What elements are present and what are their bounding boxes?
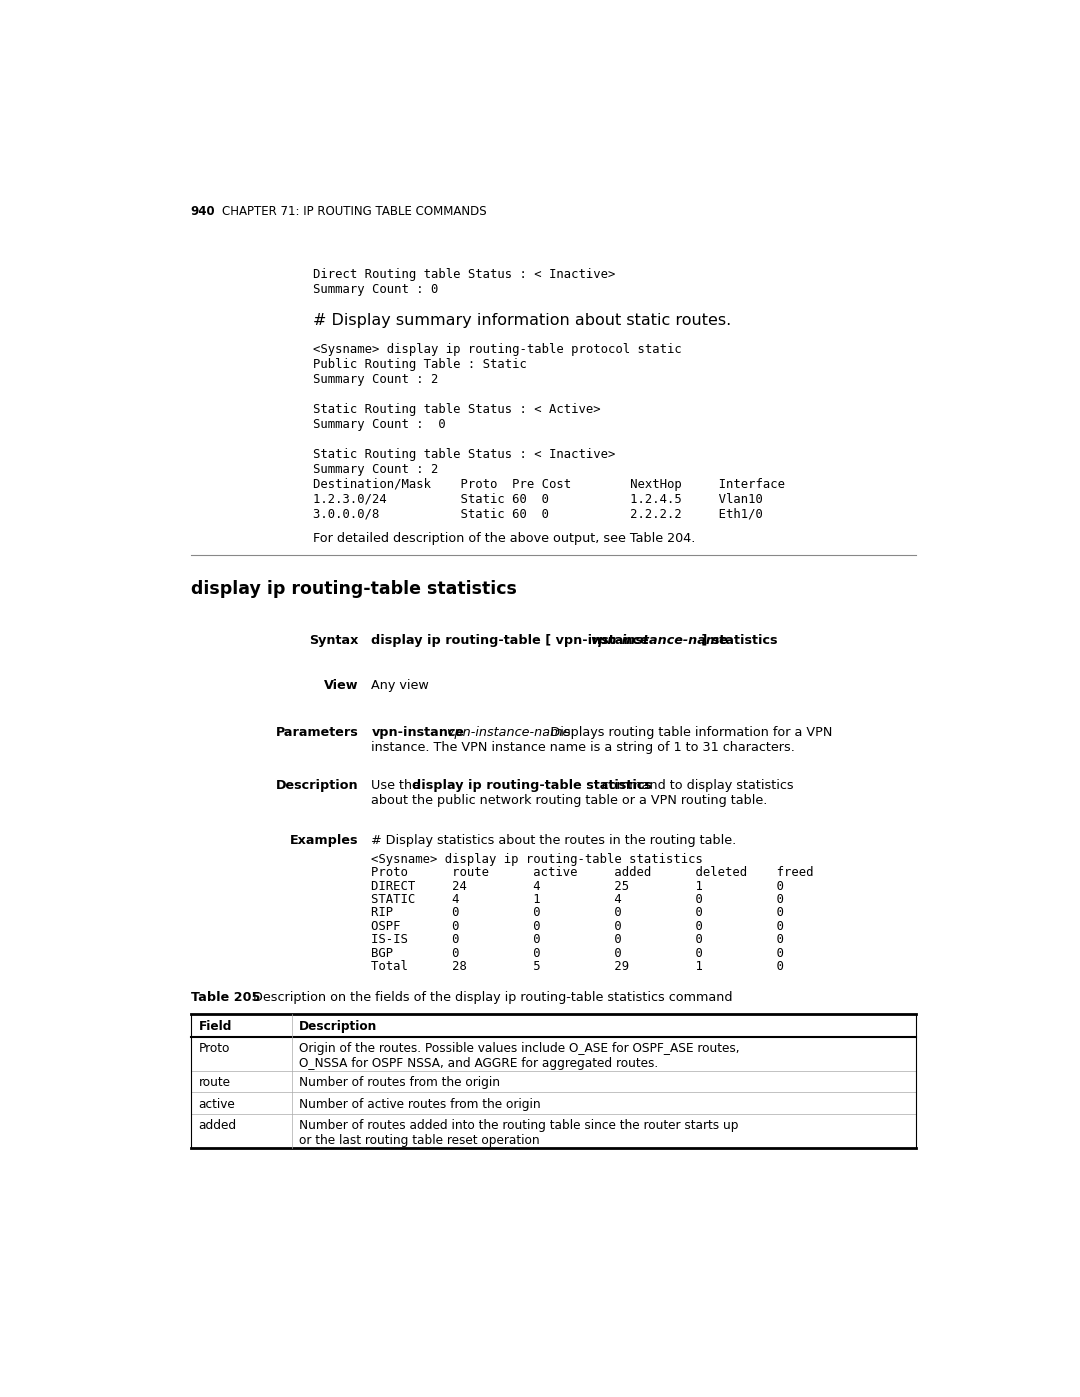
Text: ] statistics: ] statistics [697,634,778,647]
Text: <Sysname> display ip routing-table statistics: <Sysname> display ip routing-table stati… [372,852,703,866]
Text: display ip routing-table statistics: display ip routing-table statistics [413,778,652,792]
Text: Description: Description [299,1020,378,1032]
Text: Public Routing Table : Static: Public Routing Table : Static [313,358,527,370]
Text: route: route [199,1076,230,1090]
Text: RIP        0          0          0          0          0: RIP 0 0 0 0 0 [372,907,784,919]
Text: IS-IS      0          0          0          0          0: IS-IS 0 0 0 0 0 [372,933,784,946]
Text: Summary Count : 2: Summary Count : 2 [313,373,438,386]
Text: display ip routing-table [ vpn-instance: display ip routing-table [ vpn-instance [372,634,653,647]
Text: Field: Field [199,1020,232,1032]
Text: View: View [324,679,359,692]
Text: Description: Description [275,778,359,792]
Text: BGP        0          0          0          0          0: BGP 0 0 0 0 0 [372,947,784,960]
Text: 1.2.3.0/24          Static 60  0           1.2.4.5     Vlan10: 1.2.3.0/24 Static 60 0 1.2.4.5 Vlan10 [313,493,764,506]
Text: about the public network routing table or a VPN routing table.: about the public network routing table o… [372,793,768,806]
Text: STATIC     4          1          4          0          0: STATIC 4 1 4 0 0 [372,893,784,907]
Text: Static Routing table Status : < Inactive>: Static Routing table Status : < Inactive… [313,448,616,461]
Text: For detailed description of the above output, see Table 204.: For detailed description of the above ou… [313,532,696,545]
Text: DIRECT     24         4          25         1          0: DIRECT 24 4 25 1 0 [372,880,784,893]
Text: Summary Count : 0: Summary Count : 0 [313,282,438,296]
Text: Number of active routes from the origin: Number of active routes from the origin [299,1098,541,1111]
Text: 940: 940 [191,204,215,218]
Text: Description on the fields of the display ip routing-table statistics command: Description on the fields of the display… [244,990,732,1004]
Text: Destination/Mask    Proto  Pre Cost        NextHop     Interface: Destination/Mask Proto Pre Cost NextHop … [313,478,785,490]
Text: Examples: Examples [289,834,359,847]
Text: Syntax: Syntax [309,634,359,647]
Text: or the last routing table reset operation: or the last routing table reset operatio… [299,1133,540,1147]
Text: 3.0.0.0/8           Static 60  0           2.2.2.2     Eth1/0: 3.0.0.0/8 Static 60 0 2.2.2.2 Eth1/0 [313,509,764,521]
Text: command to display statistics: command to display statistics [598,778,794,792]
Text: active: active [199,1098,235,1111]
Text: OSPF       0          0          0          0          0: OSPF 0 0 0 0 0 [372,921,784,933]
Text: Number of routes added into the routing table since the router starts up: Number of routes added into the routing … [299,1119,739,1133]
Text: vpn-instance: vpn-instance [372,726,464,739]
Text: Table 205: Table 205 [191,990,260,1004]
Text: Summary Count :  0: Summary Count : 0 [313,418,446,430]
Text: : Displays routing table information for a VPN: : Displays routing table information for… [542,726,833,739]
Text: # Display statistics about the routes in the routing table.: # Display statistics about the routes in… [372,834,737,847]
Text: added: added [199,1119,237,1133]
Text: Number of routes from the origin: Number of routes from the origin [299,1076,500,1090]
Text: vpn-instance-name: vpn-instance-name [444,726,571,739]
Text: CHAPTER 71: IP ROUTING TABLE COMMANDS: CHAPTER 71: IP ROUTING TABLE COMMANDS [221,204,486,218]
Text: display ip routing-table statistics: display ip routing-table statistics [191,580,516,598]
Text: Static Routing table Status : < Active>: Static Routing table Status : < Active> [313,402,600,416]
Text: O_NSSA for OSPF NSSA, and AGGRE for aggregated routes.: O_NSSA for OSPF NSSA, and AGGRE for aggr… [299,1056,659,1070]
Text: # Display summary information about static routes.: # Display summary information about stat… [313,313,731,328]
Text: Origin of the routes. Possible values include O_ASE for OSPF_ASE routes,: Origin of the routes. Possible values in… [299,1042,740,1055]
Text: Direct Routing table Status : < Inactive>: Direct Routing table Status : < Inactive… [313,268,616,281]
Text: Proto      route      active     added      deleted    freed: Proto route active added deleted freed [372,866,814,879]
Text: Parameters: Parameters [275,726,359,739]
Text: Proto: Proto [199,1042,230,1055]
Text: Total      28         5          29         1          0: Total 28 5 29 1 0 [372,960,784,974]
Text: instance. The VPN instance name is a string of 1 to 31 characters.: instance. The VPN instance name is a str… [372,742,795,754]
Text: vpn-instance-name: vpn-instance-name [590,634,728,647]
Text: Any view: Any view [372,679,429,692]
Text: Use the: Use the [372,778,424,792]
Text: <Sysname> display ip routing-table protocol static: <Sysname> display ip routing-table proto… [313,342,681,356]
Text: Summary Count : 2: Summary Count : 2 [313,462,438,476]
